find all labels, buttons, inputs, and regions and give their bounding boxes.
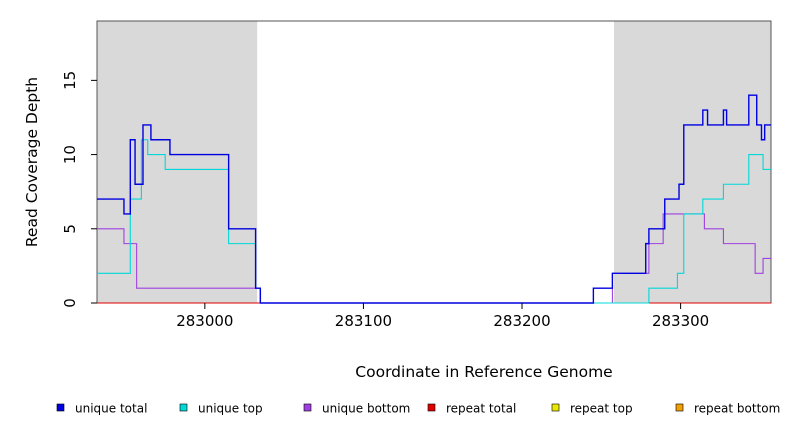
x-axis: 283000 283100 283200 283300 xyxy=(176,303,709,330)
legend-label-unique-total: unique total xyxy=(75,402,147,416)
shaded-region-0 xyxy=(97,21,258,303)
y-axis: 0 5 10 15 xyxy=(61,71,97,308)
y-tick-label-5: 5 xyxy=(61,224,79,234)
x-tick-label-283300: 283300 xyxy=(652,312,709,330)
legend-label-unique-bottom: unique bottom xyxy=(322,402,410,416)
legend: unique total unique top unique bottom repea… xyxy=(56,402,780,416)
legend-swatch-unique-top xyxy=(179,403,188,412)
series-line-unique-total xyxy=(97,94,771,304)
legend-label-unique-top: unique top xyxy=(198,402,263,416)
y-tick-label-10: 10 xyxy=(61,145,79,164)
legend-swatch-unique-bottom xyxy=(303,403,312,412)
legend-label-repeat-total: repeat total xyxy=(446,402,516,416)
legend-label-repeat-bottom: repeat bottom xyxy=(694,402,780,416)
x-tick-label-283100: 283100 xyxy=(335,312,392,330)
shaded-regions xyxy=(97,21,771,303)
y-axis-title: Read Coverage Depth xyxy=(23,77,41,247)
x-tick-label-283000: 283000 xyxy=(176,312,233,330)
shaded-region-1 xyxy=(613,21,771,303)
x-tick-label-283200: 283200 xyxy=(493,312,550,330)
y-tick-label-15: 15 xyxy=(61,71,79,90)
series-lines xyxy=(97,94,771,304)
legend-swatch-repeat-bottom xyxy=(675,403,684,412)
legend-swatch-repeat-top xyxy=(551,403,560,412)
legend-swatch-unique-total xyxy=(56,403,65,412)
legend-swatch-repeat-total xyxy=(427,403,436,412)
x-axis-title: Coordinate in Reference Genome xyxy=(355,363,612,381)
legend-label-repeat-top: repeat top xyxy=(570,402,633,416)
y-tick-label-0: 0 xyxy=(61,298,79,308)
